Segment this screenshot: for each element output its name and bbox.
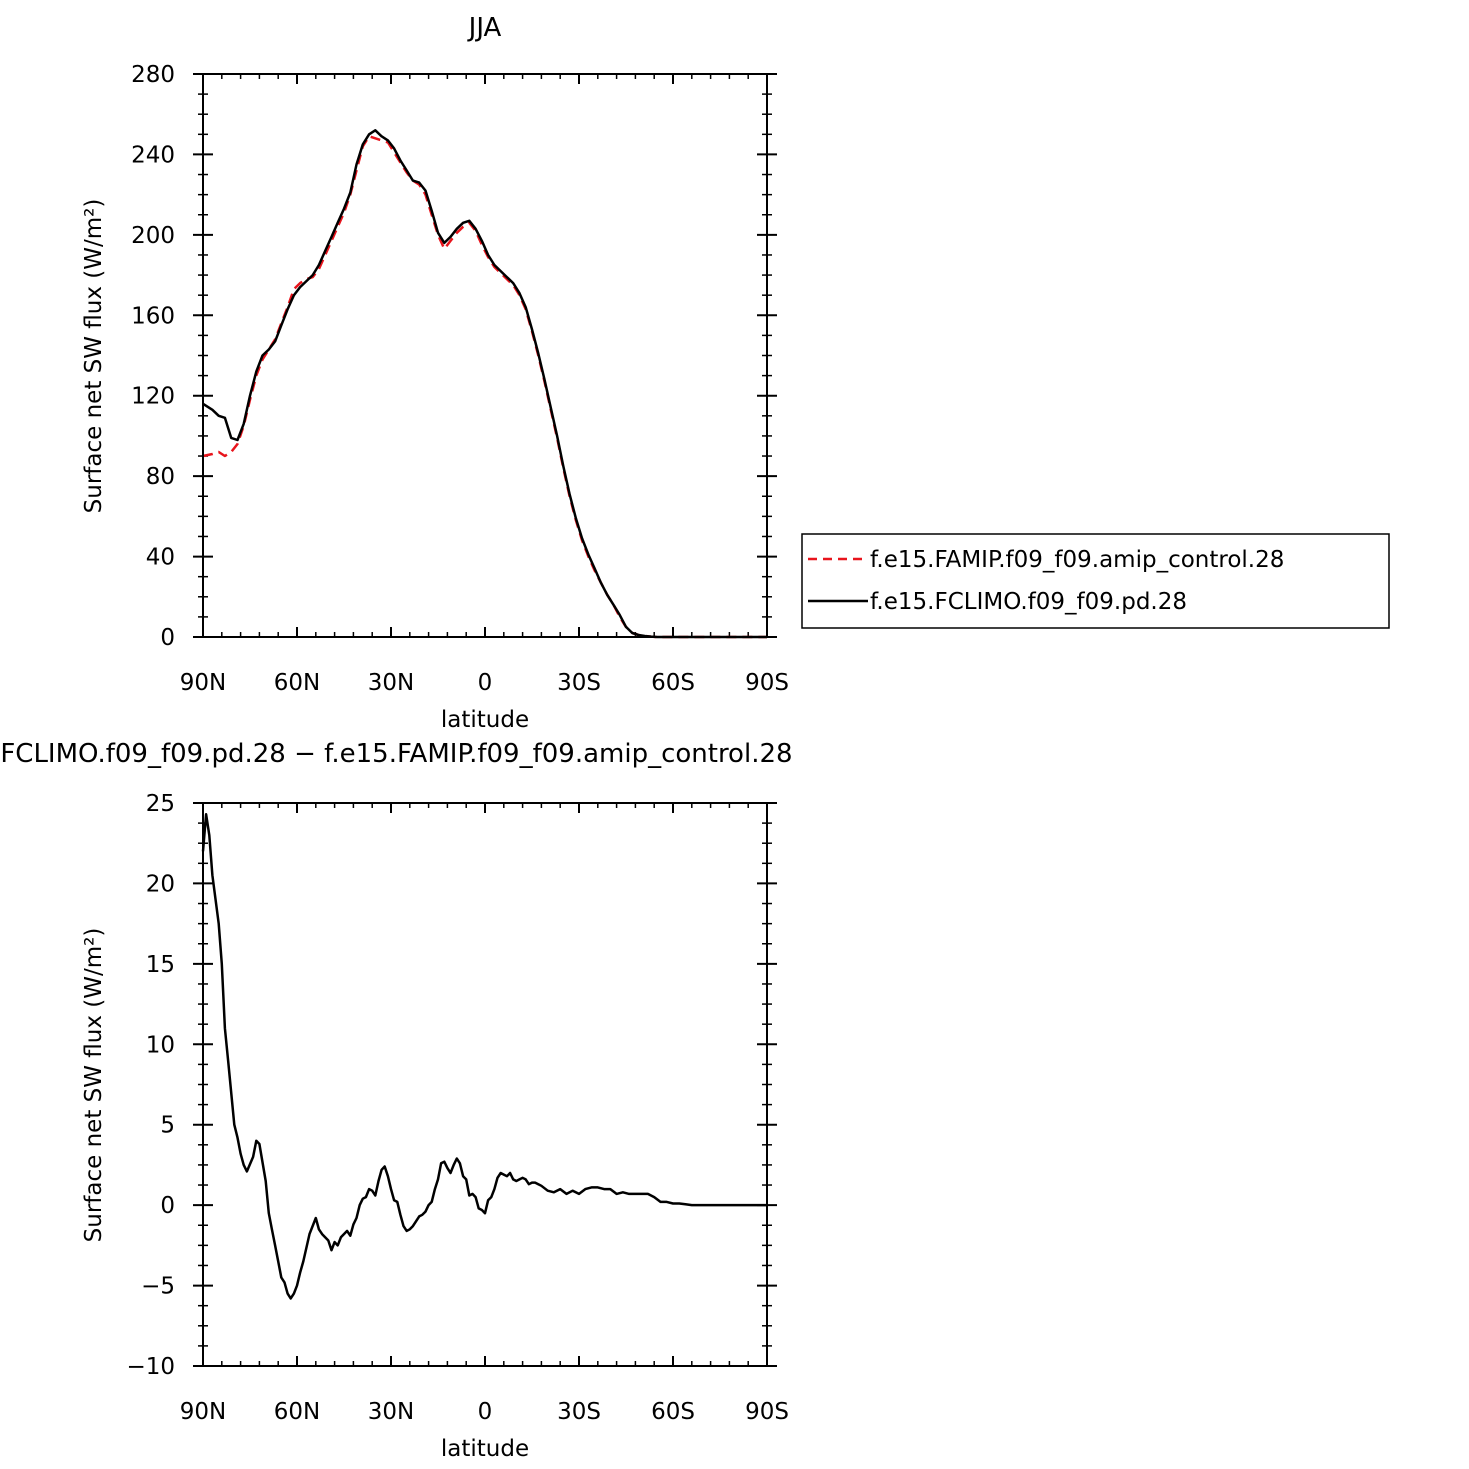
top-chart: JJA 90N 60N 30N 0 30S 60S 90S 0 40 80 120 160 200 240… bbox=[81, 13, 789, 733]
top-chart-y-tick-label: 40 bbox=[146, 545, 175, 571]
bottom-chart-x-tick-label: 60N bbox=[274, 1399, 320, 1425]
top-chart-series-1-line bbox=[202, 135, 767, 639]
bottom-chart-series bbox=[201, 813, 767, 1300]
top-chart-y-tick-label: 280 bbox=[131, 62, 175, 88]
bottom-chart-x-tick-label: 60S bbox=[651, 1399, 695, 1425]
bottom-chart-x-tick-label: 0 bbox=[478, 1399, 493, 1425]
bottom-chart-axes: 90N 60N 30N 0 30S 60S 90S −10 −5 0 5 10 15 20 25 bbox=[126, 791, 788, 1425]
top-chart-y-tick-label: 200 bbox=[131, 223, 175, 249]
bottom-chart-x-axis-label: latitude bbox=[441, 1436, 529, 1462]
bottom-chart: f.e15.FCLIMO.f09_f09.pd.28 − f.e15.FAMIP… bbox=[0, 739, 793, 1462]
top-chart-axes: 90N 60N 30N 0 30S 60S 90S 0 40 80 120 160 200 240 280 bbox=[131, 62, 789, 696]
bottom-chart-series-1-line bbox=[201, 813, 767, 1300]
bottom-chart-y-tick-label: 25 bbox=[146, 791, 175, 817]
top-chart-x-tick-label: 60S bbox=[651, 670, 695, 696]
top-chart-x-tick-label: 90N bbox=[180, 670, 226, 696]
top-chart-title: JJA bbox=[467, 13, 502, 43]
bottom-chart-y-tick-label: 10 bbox=[146, 1032, 175, 1058]
top-chart-y-tick-label: 80 bbox=[146, 464, 175, 490]
legend: f.e15.FAMIP.f09_f09.amip_control.28 f.e1… bbox=[801, 533, 1390, 629]
legend-box bbox=[801, 533, 1390, 629]
bottom-chart-x-tick-label: 30S bbox=[557, 1399, 601, 1425]
bottom-chart-y-tick-label: 0 bbox=[160, 1193, 175, 1219]
top-chart-y-tick-label: 160 bbox=[131, 303, 175, 329]
top-chart-x-axis-label: latitude bbox=[441, 707, 529, 733]
bottom-chart-y-tick-label: 5 bbox=[160, 1113, 175, 1139]
bottom-chart-frame bbox=[202, 802, 768, 1367]
top-chart-x-tick-label: 90S bbox=[745, 670, 789, 696]
bottom-chart-y-tick-label: −10 bbox=[126, 1354, 175, 1380]
top-chart-series bbox=[202, 129, 767, 639]
top-chart-y-tick-label: 240 bbox=[131, 142, 175, 168]
bottom-chart-y-tick-label: 20 bbox=[146, 871, 175, 897]
top-chart-x-tick-label: 30S bbox=[557, 670, 601, 696]
top-chart-y-tick-label: 0 bbox=[160, 625, 175, 651]
bottom-chart-title: f.e15.FCLIMO.f09_f09.pd.28 − f.e15.FAMIP… bbox=[0, 739, 793, 769]
top-chart-frame bbox=[202, 73, 768, 638]
top-chart-x-tick-label: 60N bbox=[274, 670, 320, 696]
bottom-chart-y-tick-label: 15 bbox=[146, 952, 175, 978]
legend-label-famip: f.e15.FAMIP.f09_f09.amip_control.28 bbox=[870, 547, 1284, 573]
legend-label-fclimo: f.e15.FCLIMO.f09_f09.pd.28 bbox=[870, 589, 1187, 615]
top-chart-x-tick-label: 30N bbox=[368, 670, 414, 696]
bottom-chart-y-tick-label: −5 bbox=[141, 1274, 175, 1300]
top-chart-x-tick-label: 0 bbox=[478, 670, 493, 696]
top-chart-y-tick-label: 120 bbox=[131, 384, 175, 410]
bottom-chart-x-tick-label: 90N bbox=[180, 1399, 226, 1425]
bottom-chart-y-axis-label: Surface net SW flux (W/m²) bbox=[81, 928, 107, 1243]
top-chart-series-2-line bbox=[202, 129, 767, 639]
bottom-chart-x-tick-label: 30N bbox=[368, 1399, 414, 1425]
top-chart-y-axis-label: Surface net SW flux (W/m²) bbox=[81, 199, 107, 514]
bottom-chart-x-tick-label: 90S bbox=[745, 1399, 789, 1425]
